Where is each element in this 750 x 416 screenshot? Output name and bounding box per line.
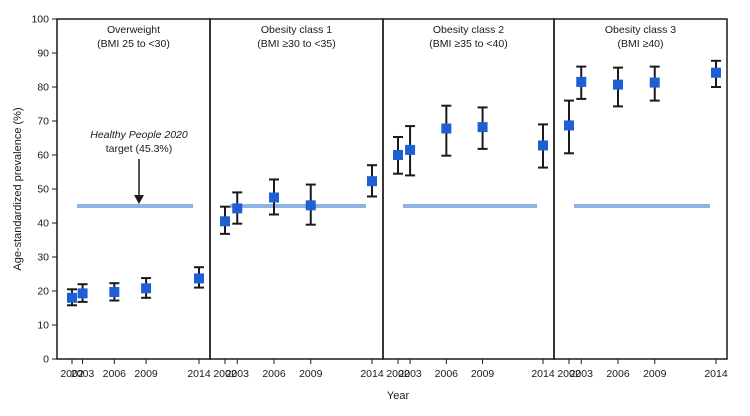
y-tick-label: 100 bbox=[31, 14, 49, 26]
panel-frame bbox=[209, 18, 384, 360]
data-point bbox=[141, 283, 152, 294]
annotation-line-1: Healthy People 2020 bbox=[90, 129, 188, 141]
x-tick-label: 2002 bbox=[386, 368, 410, 380]
x-tick-label: 2003 bbox=[71, 368, 95, 380]
panel-title: Obesity class 2 bbox=[433, 24, 504, 36]
y-tick-label: 20 bbox=[37, 286, 49, 298]
y-axis: 0 10 20 30 40 50 60 70 80 90 100 bbox=[31, 14, 57, 366]
panel-title: Overweight bbox=[107, 24, 160, 36]
data-point bbox=[232, 203, 243, 214]
data-point bbox=[194, 273, 204, 284]
panel-title: Obesity class 3 bbox=[605, 24, 676, 36]
data-point bbox=[441, 123, 452, 134]
data-point bbox=[67, 292, 77, 303]
x-tick-label: 2003 bbox=[570, 368, 594, 380]
x-axis-title: Year bbox=[387, 390, 410, 402]
data-point bbox=[564, 120, 574, 131]
data-point bbox=[269, 192, 279, 203]
x-tick-label: 2002 bbox=[557, 368, 581, 380]
data-point bbox=[109, 287, 120, 298]
panel-frame bbox=[382, 18, 555, 360]
x-tick-label: 2006 bbox=[435, 368, 459, 380]
data-point bbox=[367, 176, 377, 187]
data-point bbox=[649, 77, 660, 88]
data-point bbox=[613, 79, 623, 90]
data-point bbox=[711, 67, 721, 78]
y-tick-label: 30 bbox=[37, 252, 49, 264]
x-tick-label: 2002 bbox=[213, 368, 237, 380]
y-tick-label: 80 bbox=[37, 82, 49, 94]
x-tick-label: 2014 bbox=[187, 368, 211, 380]
panel-subtitle: (BMI ≥35 to <40) bbox=[429, 38, 507, 50]
x-tick-label: 2009 bbox=[134, 368, 158, 380]
y-tick-label: 70 bbox=[37, 116, 49, 128]
data-point bbox=[220, 216, 230, 227]
x-tick-label: 2003 bbox=[398, 368, 422, 380]
x-tick-label: 2014 bbox=[531, 368, 555, 380]
panel-subtitle: (BMI ≥30 to <35) bbox=[257, 38, 335, 50]
y-tick-label: 0 bbox=[43, 354, 49, 366]
annotation-line-2: target (45.3%) bbox=[106, 143, 173, 155]
y-tick-label: 10 bbox=[37, 320, 49, 332]
y-tick-label: 60 bbox=[37, 150, 49, 162]
data-point bbox=[393, 150, 403, 160]
x-tick-label: 2014 bbox=[704, 368, 728, 380]
data-point bbox=[77, 288, 88, 299]
y-tick-label: 40 bbox=[37, 218, 49, 230]
x-tick-label: 2009 bbox=[471, 368, 495, 380]
x-tick-label: 2014 bbox=[360, 368, 384, 380]
x-tick-label: 2006 bbox=[103, 368, 127, 380]
panel-subtitle: (BMI 25 to <30) bbox=[97, 38, 170, 50]
x-tick-label: 2003 bbox=[226, 368, 250, 380]
data-point bbox=[405, 144, 416, 155]
y-axis-title: Age-standardized prevalence (%) bbox=[12, 107, 24, 270]
data-point bbox=[477, 122, 488, 133]
data-point bbox=[305, 200, 316, 211]
data-point bbox=[576, 76, 587, 87]
panel-frame bbox=[56, 18, 211, 360]
x-tick-label: 2006 bbox=[262, 368, 286, 380]
x-tick-label: 2009 bbox=[299, 368, 323, 380]
y-tick-label: 90 bbox=[37, 48, 49, 60]
data-point bbox=[538, 140, 548, 151]
y-tick-label: 50 bbox=[37, 184, 49, 196]
x-tick-label: 2006 bbox=[606, 368, 630, 380]
annotation-arrow-head bbox=[134, 195, 144, 204]
panel-frame bbox=[553, 18, 728, 360]
x-tick-label: 2009 bbox=[643, 368, 667, 380]
panel-title: Obesity class 1 bbox=[261, 24, 332, 36]
x-tick-label: 2002 bbox=[60, 368, 84, 380]
panel-subtitle: (BMI ≥40) bbox=[617, 38, 663, 50]
